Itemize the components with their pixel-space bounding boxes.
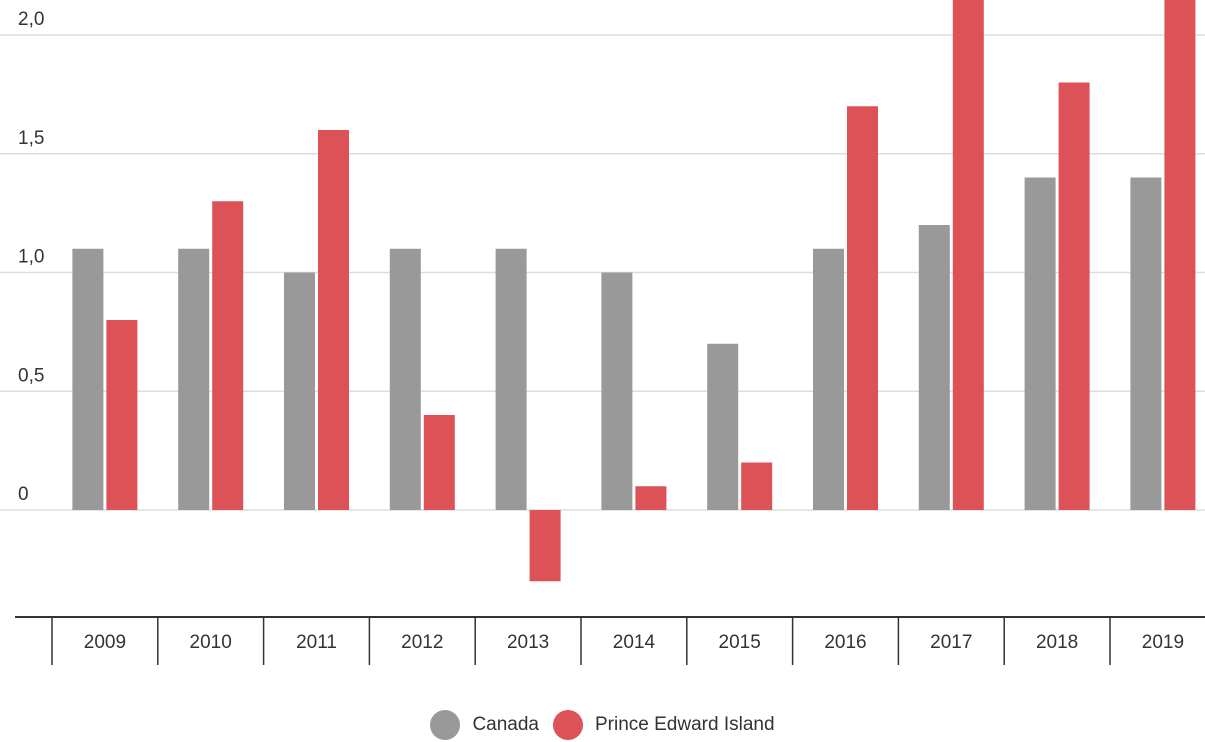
x-tick-label: 2018 (1036, 632, 1078, 653)
y-tick-label: 1,0 (18, 247, 44, 268)
x-axis: 2009 2010 2011 2012 2013 2014 2015 2016 2017 2018… (15, 616, 1205, 665)
legend-label-prince-edward-island: Prince Edward Island (595, 714, 775, 735)
x-tick-label: 2011 (296, 632, 337, 653)
y-tick-label: 1,5 (18, 128, 44, 149)
bar-canada-2010 (178, 248, 210, 510)
x-tick-label: 2015 (719, 632, 761, 653)
bar-prince-edward-island-2017 (952, 0, 984, 510)
bar-canada-2018 (1024, 177, 1056, 510)
y-tick-label: 0 (18, 484, 29, 505)
bar-prince-edward-island-2013 (529, 510, 561, 582)
bar-prince-edward-island-2011 (318, 130, 349, 510)
bar-canada-2012 (389, 248, 421, 510)
bar-prince-edward-island-2016 (847, 106, 878, 510)
bar-canada-2017 (918, 225, 950, 510)
bars (72, 0, 1196, 582)
legend-item-prince-edward-island: Prince Edward Island (553, 710, 775, 740)
y-tick-label: 2,0 (18, 9, 44, 30)
legend-item-canada: Canada (430, 710, 539, 740)
bar-prince-edward-island-2014 (635, 486, 667, 510)
bar-prince-edward-island-2019 (1164, 0, 1196, 510)
bar-canada-2015 (707, 343, 739, 510)
bar-chart: 00,51,01,52,0 2009 2010 2011 2012 2013 2014 20… (0, 0, 1205, 665)
bar-prince-edward-island-2009 (106, 320, 138, 510)
x-tick-label: 2013 (507, 632, 549, 653)
y-tick-label: 0,5 (18, 365, 44, 386)
bar-prince-edward-island-2012 (423, 415, 455, 510)
y-axis-ticks: 0 0,5 1,0 1,5 2,0 (18, 9, 44, 505)
bar-canada-2014 (601, 272, 633, 510)
x-tick-label: 2012 (401, 632, 443, 653)
x-tick-label: 2019 (1142, 632, 1184, 653)
bar-canada-2013 (495, 248, 527, 510)
bar-canada-2011 (284, 272, 315, 510)
legend-swatch-prince-edward-island (553, 710, 583, 740)
bar-canada-2019 (1130, 177, 1162, 510)
x-tick-label: 2016 (824, 632, 866, 653)
bar-canada-2016 (813, 248, 844, 510)
legend-label-canada: Canada (472, 714, 539, 735)
legend: Canada Prince Edward Island (0, 708, 1205, 742)
bar-prince-edward-island-2010 (212, 201, 244, 510)
bar-prince-edward-island-2018 (1058, 82, 1090, 510)
bar-canada-2009 (72, 248, 104, 510)
x-tick-label: 2010 (190, 632, 232, 653)
legend-swatch-canada (430, 710, 461, 740)
bar-prince-edward-island-2015 (741, 462, 773, 510)
x-tick-label: 2009 (84, 632, 126, 653)
x-tick-label: 2014 (613, 632, 656, 653)
x-tick-label: 2017 (930, 632, 972, 653)
